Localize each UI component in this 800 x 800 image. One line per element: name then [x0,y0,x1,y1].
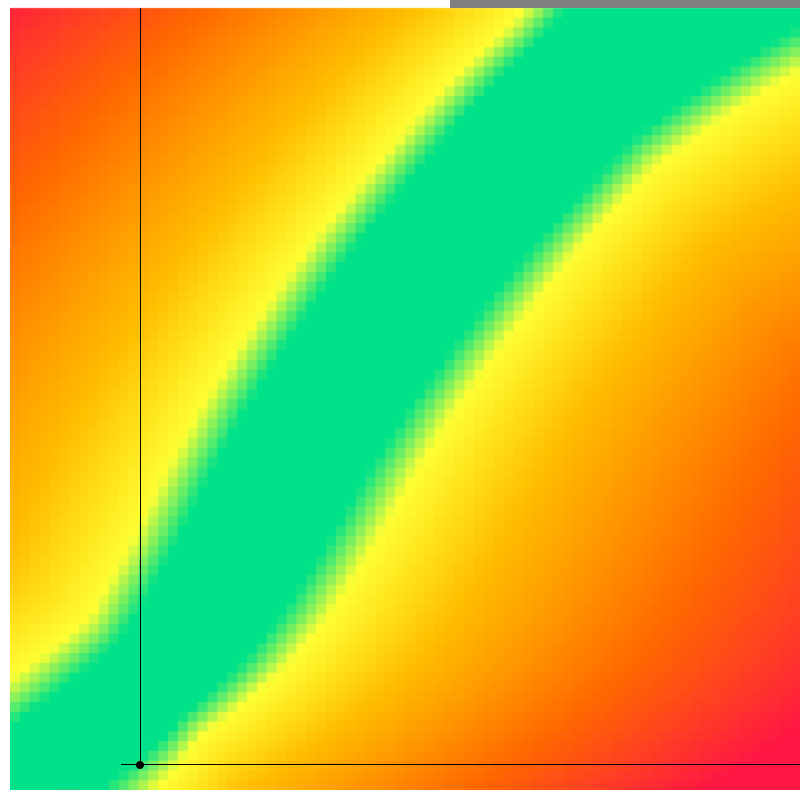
heatmap-canvas [0,0,800,800]
left-gutter [0,0,10,800]
top-banner [450,0,800,8]
bottom-gutter [0,790,800,800]
y-axis [140,8,141,765]
chart-container: { "plot": { "type": "heatmap", "canvas_p… [0,0,800,800]
x-axis [121,764,800,765]
